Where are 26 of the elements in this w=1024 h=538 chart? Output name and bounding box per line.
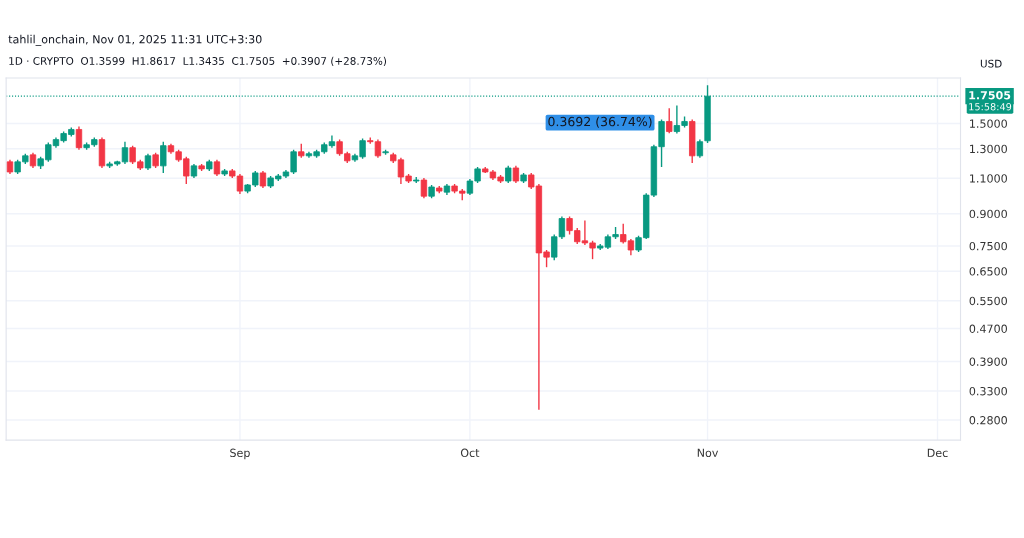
candlestick bbox=[160, 140, 167, 174]
ref-line-label: 1.7505 bbox=[969, 90, 1011, 100]
candlestick bbox=[75, 125, 83, 151]
y-tick-label: 0.9000 bbox=[969, 209, 1007, 219]
y-tick-label: 0.4700 bbox=[969, 324, 1007, 333]
y-tick-label: 0.6500 bbox=[969, 267, 1007, 276]
y-tick-label: 0.3300 bbox=[969, 387, 1007, 396]
y-tick-label: 0.7500 bbox=[969, 241, 1007, 251]
x-tick-label: Nov bbox=[697, 448, 719, 458]
annotation: 0.3692 (36.74%) bbox=[548, 116, 652, 128]
y-tick-label: 1.1000 bbox=[970, 174, 1007, 183]
chart-title: tahlil_onchain, Nov 01, 2025 11:31 UTC+3:30 bbox=[8, 34, 262, 46]
candlestick bbox=[696, 138, 704, 159]
x-tick-label: Dec bbox=[927, 448, 948, 458]
candlestick bbox=[666, 107, 673, 134]
y-tick-label: 0.2800 bbox=[969, 416, 1007, 425]
x-tick-label: Oct bbox=[460, 448, 480, 458]
y-tick-label: 1.3000 bbox=[970, 144, 1007, 154]
y-tick-label: 0.5500 bbox=[969, 296, 1007, 306]
text: USD bbox=[980, 59, 1002, 68]
y-tick-label: 1.5000 bbox=[970, 119, 1007, 128]
x-tick-label: Sep bbox=[230, 448, 250, 460]
y-tick-label: 0.3900 bbox=[969, 357, 1007, 366]
text: 15:58:49 bbox=[969, 103, 1012, 111]
chart-subtitle: 1D · CRYPTO O1.3599 H1.8617 L1.3435 C1.7505 +0.3907 (+28.73%) bbox=[9, 56, 387, 67]
candlestick bbox=[420, 177, 428, 199]
